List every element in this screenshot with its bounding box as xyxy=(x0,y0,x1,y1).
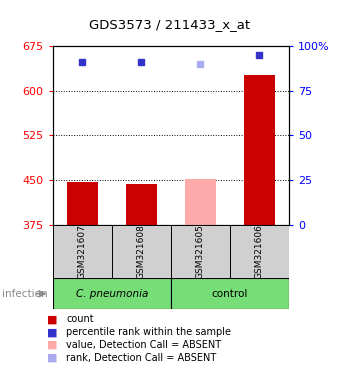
Bar xyxy=(53,225,112,278)
Text: ■: ■ xyxy=(48,327,58,337)
Text: value, Detection Call = ABSENT: value, Detection Call = ABSENT xyxy=(66,340,221,350)
Text: percentile rank within the sample: percentile rank within the sample xyxy=(66,327,231,337)
Bar xyxy=(67,182,98,225)
Text: infection: infection xyxy=(2,289,47,299)
Text: ■: ■ xyxy=(48,353,58,362)
Text: C. pneumonia: C. pneumonia xyxy=(75,289,148,299)
Bar xyxy=(112,225,171,278)
Text: control: control xyxy=(212,289,248,299)
Bar xyxy=(53,278,171,309)
Text: GSM321608: GSM321608 xyxy=(137,224,146,279)
Bar xyxy=(185,179,216,225)
Text: GSM321607: GSM321607 xyxy=(78,224,87,279)
Text: ■: ■ xyxy=(48,340,58,350)
Text: count: count xyxy=(66,314,94,324)
Text: GDS3573 / 211433_x_at: GDS3573 / 211433_x_at xyxy=(89,18,251,31)
Text: rank, Detection Call = ABSENT: rank, Detection Call = ABSENT xyxy=(66,353,217,362)
Bar xyxy=(230,225,289,278)
Text: GSM321605: GSM321605 xyxy=(196,224,205,279)
Bar xyxy=(126,184,157,225)
Text: ■: ■ xyxy=(48,314,58,324)
Bar xyxy=(171,225,230,278)
Bar xyxy=(244,74,275,225)
Bar xyxy=(171,278,289,309)
Text: GSM321606: GSM321606 xyxy=(255,224,264,279)
